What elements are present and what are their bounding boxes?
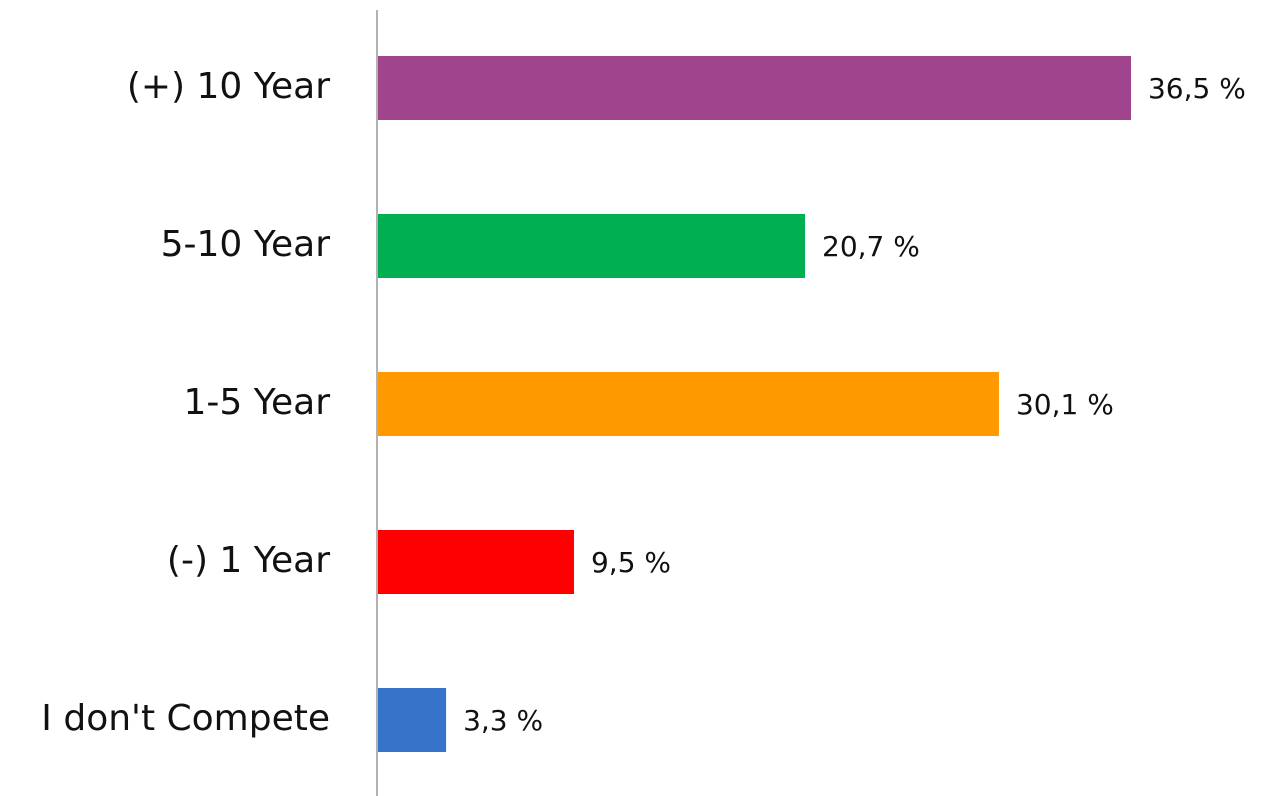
value-label: 20,7 % [822, 230, 920, 263]
category-label: 5-10 Year [161, 224, 331, 265]
bar [378, 56, 1131, 120]
category-label: I don't Compete [41, 698, 330, 739]
bar [378, 372, 999, 436]
value-label: 3,3 % [463, 704, 543, 737]
value-label: 36,5 % [1148, 72, 1246, 105]
bar [378, 688, 447, 752]
category-label: 1-5 Year [184, 382, 331, 423]
category-label: (+) 10 Year [127, 66, 330, 107]
category-label: (-) 1 Year [167, 540, 330, 581]
bar [378, 530, 574, 594]
value-label: 30,1 % [1016, 388, 1114, 421]
bar [378, 214, 806, 278]
value-label: 9,5 % [591, 546, 671, 579]
